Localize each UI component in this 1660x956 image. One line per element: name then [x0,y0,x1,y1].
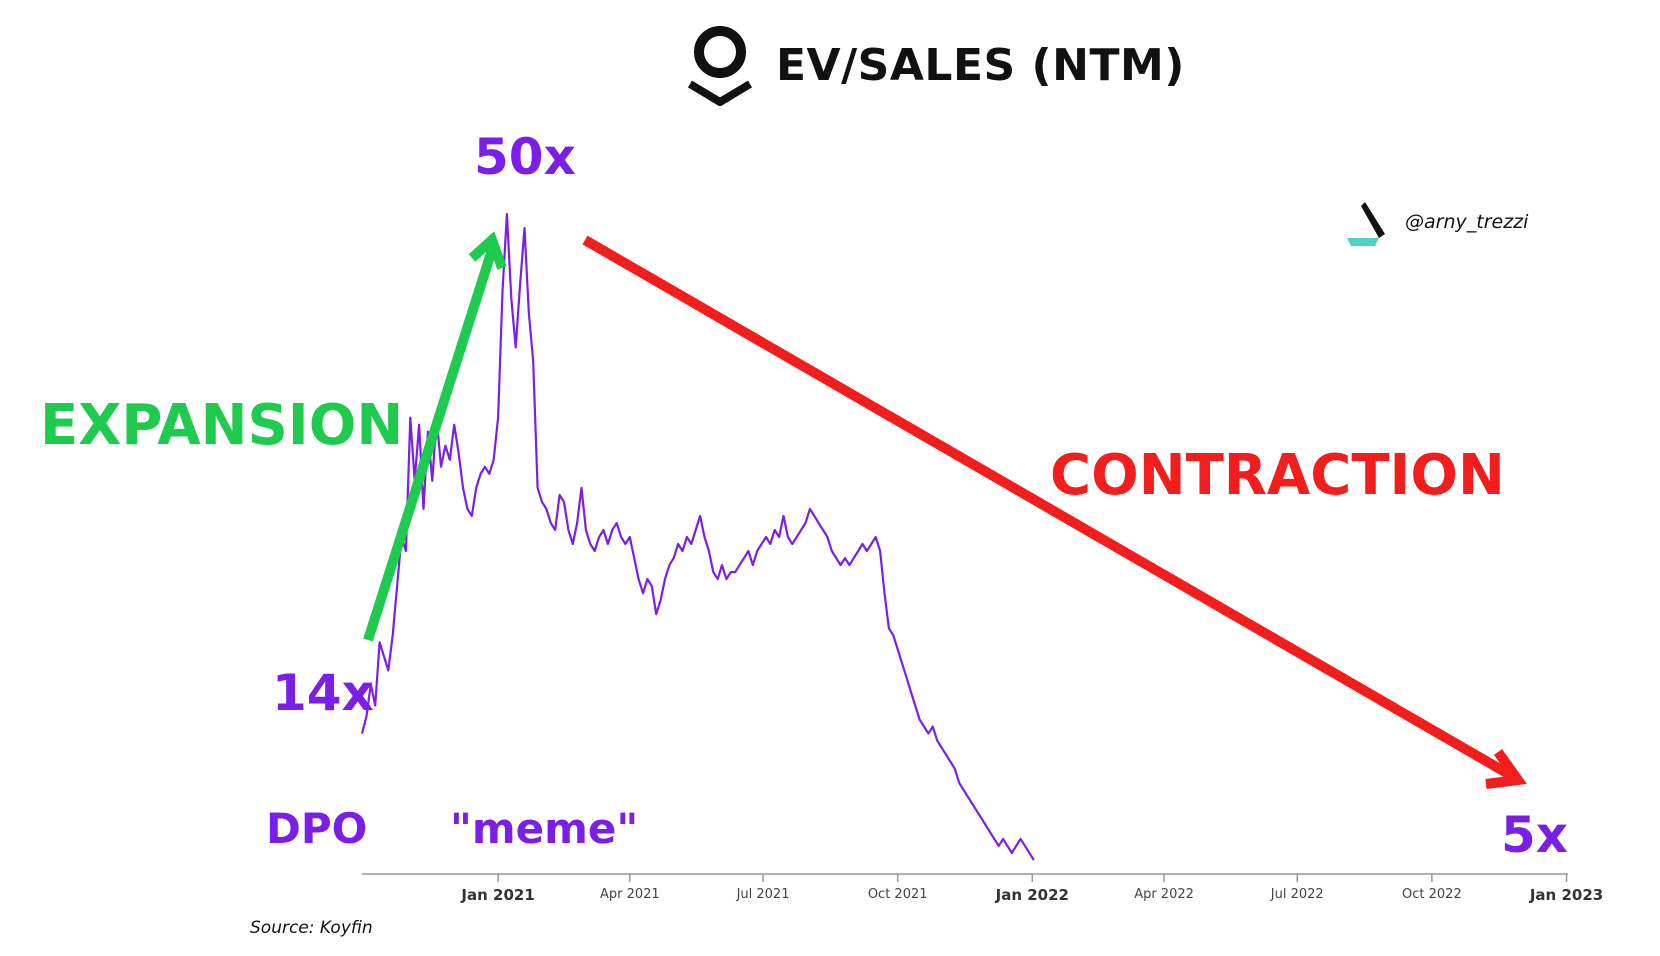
x-tick-label: Jul 2022 [1270,887,1324,902]
contraction-arrow-head [1485,749,1527,789]
x-tick-label: Jan 2021 [460,886,534,904]
expansion-arrow-shaft [363,248,497,642]
author-logo-icon [1347,202,1385,246]
meme-label: "meme" [450,804,639,853]
chart-header: EV/SALES (NTM) [686,20,1185,110]
x-tick-label: Oct 2021 [868,887,928,902]
x-tick-label: Apr 2021 [600,887,660,902]
expansion-arrow-head [468,231,507,270]
x-tick-label: Oct 2022 [1402,887,1462,902]
peak-multiple-label: 50x [474,128,576,186]
x-axis-ticks: Jan 2021 Apr 2021 Jul 2021 Oct 2021 Jan 2022… [460,874,1603,904]
x-tick-label: Jan 2023 [1529,886,1603,904]
x-tick-label: Jul 2021 [736,887,790,902]
contraction-arrow [582,235,1527,789]
expansion-label: EXPANSION [40,393,404,458]
end-multiple-label: 5x [1501,806,1569,864]
author-handle: @arny_trezzi [1405,211,1529,233]
x-tick-label: Jan 2022 [995,886,1069,904]
expansion-arrow [363,231,507,642]
palantir-logo-icon [687,26,753,106]
ev-sales-series-line [360,212,1035,861]
start-multiple-label: 14x [272,664,374,722]
dpo-label: DPO [266,804,368,853]
chart-title: EV/SALES (NTM) [776,39,1185,91]
x-tick-label: Apr 2022 [1134,887,1194,902]
contraction-label: CONTRACTION [1050,443,1505,508]
author-watermark: @arny_trezzi [1345,198,1528,246]
contraction-arrow-shaft [582,235,1515,781]
source-note: Source: Koyfin [250,918,373,938]
